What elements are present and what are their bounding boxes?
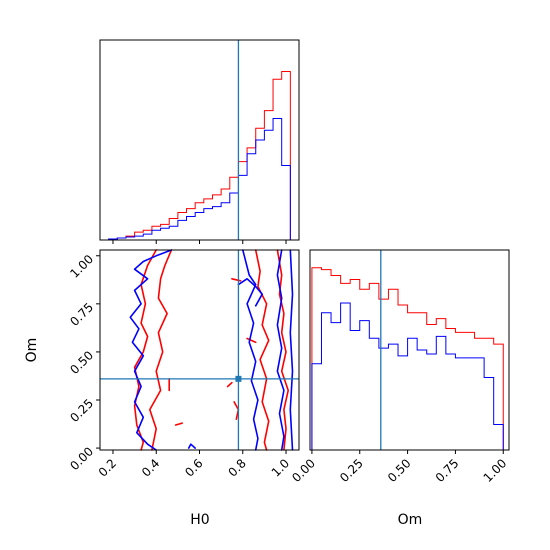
- h0-xtick-label-4: 1.0: [269, 456, 292, 479]
- contour-series-0-6: [233, 401, 240, 420]
- hist-series-0: [108, 70, 291, 240]
- om-xtick-label-2: 0.50: [385, 456, 414, 485]
- om-marginal-frame: [309, 249, 510, 451]
- hist-series-0: [311, 267, 504, 450]
- y-axis-label-om: Om: [24, 338, 40, 363]
- h0-xtick-label-1: 0.4: [139, 456, 162, 479]
- hist-series-1: [311, 302, 504, 450]
- contour-series-0-1: [149, 249, 173, 451]
- h0-xtick-label-2: 0.6: [182, 456, 205, 479]
- x-axis-label-h0: H0: [190, 512, 209, 528]
- om-xtick-label-4: 1.00: [481, 456, 510, 485]
- joint-panel: 0.2 0.4 0.6 0.8 1.0 0.00 0.25 0.50 0.75 1.00 H0 O…: [24, 249, 300, 528]
- contour-series-1-3: [276, 249, 285, 451]
- contour-series-1-2: [242, 249, 259, 451]
- contour-series-0-8: [174, 422, 183, 426]
- h0-xtick-label-0: 0.2: [96, 456, 119, 479]
- h0-marginal-frame: [99, 39, 300, 241]
- contour-series-1-1: [187, 443, 196, 449]
- om-marginal-panel: 0.00 0.25 0.50 0.75 1.00 Om: [289, 249, 510, 528]
- contour-series-0-4: [231, 278, 242, 282]
- om-xtick-label-1: 0.25: [337, 456, 366, 485]
- h0-marginal-panel: [99, 39, 300, 244]
- om-xtick-label-3: 0.75: [433, 456, 462, 485]
- om-ytick-label-4: 1.00: [67, 252, 96, 281]
- om-ytick-label-3: 0.75: [67, 300, 96, 329]
- contour-series-1-0: [129, 249, 173, 451]
- om-ytick-label-2: 0.50: [67, 348, 96, 377]
- contour-series-0-9: [246, 337, 257, 344]
- contour-series-1-5: [237, 278, 263, 307]
- joint-truth-marker: [235, 375, 242, 382]
- contour-series-0-2: [254, 249, 270, 451]
- om-xtick-label-0: 0.00: [289, 456, 318, 485]
- h0-xtick-label-3: 0.8: [225, 456, 248, 479]
- om-ytick-label-0: 0.00: [67, 444, 96, 473]
- x-axis-label-om: Om: [398, 512, 423, 528]
- joint-frame: [99, 249, 300, 451]
- hist-series-1: [108, 117, 291, 240]
- contour-series-1-4: [289, 249, 294, 451]
- contour-series-0-5: [226, 381, 233, 388]
- om-ytick-label-1: 0.25: [67, 396, 96, 425]
